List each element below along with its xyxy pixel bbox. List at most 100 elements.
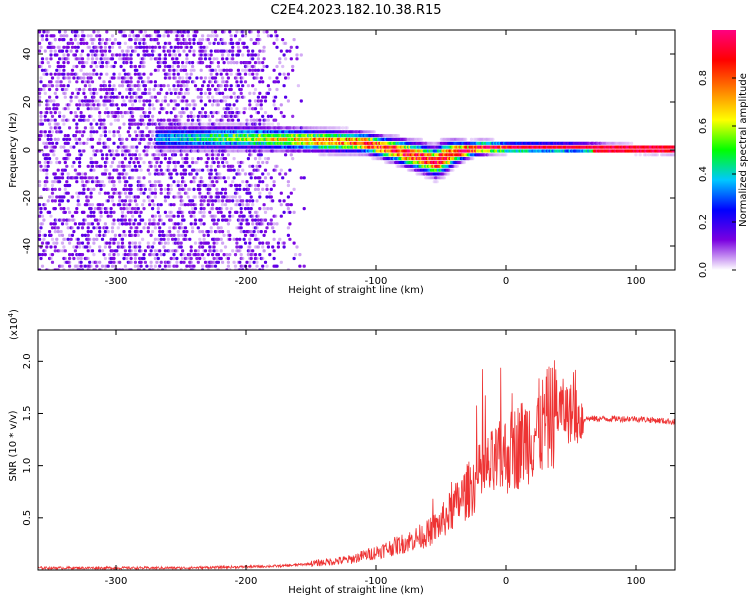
spectrogram-cell [139, 264, 143, 268]
spectrogram-cell [159, 260, 163, 264]
spectrogram-cell [169, 218, 173, 222]
spectrogram-cell [95, 237, 99, 241]
spectrogram-cell [86, 195, 90, 199]
spectrogram-cell [38, 41, 42, 45]
spectrogram-cell [193, 241, 198, 245]
spectrogram-cell [68, 76, 72, 80]
spectrogram-cell [49, 245, 53, 249]
spectrogram-cell [69, 99, 73, 103]
spectrogram-cell [263, 157, 268, 161]
spectrogram-cell [126, 49, 130, 53]
spectrogram-cell [63, 76, 67, 80]
spectrogram-cell [185, 157, 189, 161]
spectrogram-cell [221, 160, 225, 165]
spectrogram-cell [89, 230, 93, 234]
spectrogram-cell [168, 87, 172, 92]
spectrogram-cell [136, 34, 140, 38]
spectrogram-cell [39, 256, 43, 261]
spectrogram-cell [156, 118, 160, 122]
spectrogram-cell [176, 72, 180, 76]
spectrogram-cell [242, 45, 246, 49]
spectrogram-cell [153, 249, 157, 253]
spectrogram-cell [95, 49, 99, 53]
spectrogram-cell [198, 256, 202, 261]
spectrogram-cell [110, 230, 115, 234]
spectrogram-cell [191, 61, 195, 65]
spectrogram-cell [256, 30, 260, 34]
spectrogram-cell [88, 72, 92, 76]
spectrogram-cell [98, 61, 102, 65]
spectrogram-cell [118, 222, 122, 226]
spectrogram-cell [173, 168, 178, 172]
spectrogram-cell [148, 91, 152, 95]
spectrogram-cell [96, 30, 100, 34]
spectrogram-cell [188, 164, 192, 168]
spectrogram-cell [232, 91, 236, 95]
spectrogram-cell [138, 180, 142, 184]
spectrogram-cell [62, 84, 66, 88]
spectrogram-cell [136, 230, 140, 234]
spectrogram-cell [58, 203, 62, 207]
spectrogram-cell [188, 103, 192, 107]
spectrogram-cell [272, 183, 276, 188]
spectrogram-cell [271, 199, 275, 203]
spectrogram-cell [199, 87, 203, 92]
spectrogram-cell [103, 145, 107, 149]
spectrogram-cell [221, 57, 225, 61]
spectrogram-cell [38, 233, 42, 237]
spectrogram-cell [49, 214, 53, 218]
spectrogram-cell [58, 114, 62, 118]
spectrogram-cell [238, 72, 242, 76]
spectrogram-cell [272, 68, 276, 72]
spectrogram-cell [133, 241, 137, 245]
spectrogram-cell [239, 91, 243, 95]
spectrogram-cell [178, 207, 182, 211]
spectrogram-cell [222, 107, 226, 111]
spectrogram-cell [221, 241, 225, 245]
spectrogram-cell [192, 114, 196, 118]
spectrogram-cell [462, 160, 466, 165]
spectrogram-cell [76, 256, 80, 261]
spectrogram-cell [205, 45, 209, 49]
spectrogram-cell [249, 176, 253, 180]
spectrogram-cell [110, 57, 115, 61]
spectrogram-cell [72, 145, 76, 149]
spectrogram-cell [255, 210, 259, 214]
spectrogram-cell [202, 45, 206, 49]
spectrogram-cell [153, 226, 157, 230]
spectrogram-cell [159, 168, 163, 172]
spectrogram-cell [66, 157, 70, 161]
spectrogram-cell [131, 30, 135, 34]
spectrogram-cell [152, 49, 156, 53]
spectrogram-cell [62, 207, 66, 211]
spectrogram-cell [245, 118, 249, 122]
spectrogram-cell [95, 72, 99, 76]
spectrogram-cell [75, 245, 79, 249]
spectrogram-cell [42, 87, 46, 92]
spectrogram-cell [189, 249, 193, 253]
spectrogram-cell [198, 187, 202, 191]
spectrogram-cell [295, 245, 299, 249]
spectrogram-cell [128, 160, 132, 165]
spectrogram-cell [201, 84, 205, 88]
spectrogram-cell [205, 64, 209, 69]
spectrogram-cell [52, 34, 56, 38]
spectrogram-cell [239, 87, 243, 92]
spectrogram-cell [40, 253, 45, 257]
spectrogram-cell [99, 207, 103, 211]
spectrogram-cell [251, 72, 255, 76]
spectrogram-cell [153, 45, 157, 49]
spectrogram-cell [113, 61, 117, 65]
spectrogram-cell [173, 226, 178, 230]
spectrogram-cell [226, 176, 230, 180]
spectrogram-cell [239, 245, 243, 249]
spectrogram-cell [83, 264, 87, 268]
spectrogram-cell [225, 195, 229, 199]
spectrogram-cell [129, 99, 133, 103]
spectrogram-cell [112, 180, 116, 184]
spectrogram-cell [145, 149, 149, 153]
spectrogram-cell [95, 264, 99, 268]
spectrogram-cell [178, 191, 182, 195]
spectrogram-cell [228, 103, 232, 107]
spectrogram-cell [226, 153, 230, 157]
